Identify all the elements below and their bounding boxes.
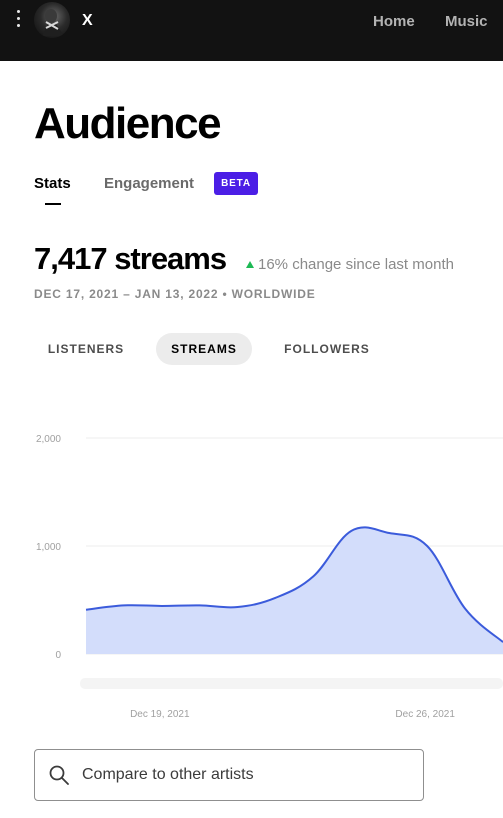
streams-chart[interactable]: 0 1,000 2,000 Dec 19, 2021 Dec 26, 2021 bbox=[0, 400, 503, 730]
y-tick-label: 2,000 bbox=[36, 434, 61, 445]
tab-stats[interactable]: Stats bbox=[34, 175, 71, 192]
nav-music-link[interactable]: Music bbox=[445, 13, 488, 30]
date-range: DEC 17, 2021 – JAN 13, 2022 • WORLDWIDE bbox=[34, 287, 316, 301]
artist-avatar[interactable] bbox=[34, 2, 70, 38]
metric-listeners-button[interactable]: LISTENERS bbox=[47, 342, 125, 356]
streams-area-fill bbox=[86, 527, 503, 654]
beta-badge: BETA bbox=[214, 172, 258, 195]
page-title: Audience bbox=[34, 99, 222, 148]
streams-total: 7,417 streams bbox=[34, 241, 227, 276]
search-icon bbox=[49, 765, 69, 785]
tab-engagement[interactable]: Engagement bbox=[104, 175, 195, 192]
y-tick-label: 0 bbox=[55, 650, 61, 661]
x-tick-label: Dec 26, 2021 bbox=[395, 709, 455, 720]
metric-followers-button[interactable]: FOLLOWERS bbox=[284, 342, 370, 356]
y-tick-label: 1,000 bbox=[36, 542, 61, 553]
artist-name[interactable]: X bbox=[82, 12, 93, 29]
compare-artists-search[interactable] bbox=[34, 749, 424, 801]
compare-artists-input[interactable] bbox=[82, 750, 412, 800]
streams-line bbox=[85, 526, 503, 643]
top-bar: X Home Music bbox=[0, 0, 503, 61]
chart-scrollbar[interactable] bbox=[80, 678, 503, 689]
trend-up-icon bbox=[246, 261, 254, 268]
x-tick-label: Dec 19, 2021 bbox=[130, 709, 190, 720]
metric-streams-button[interactable]: STREAMS bbox=[156, 333, 252, 365]
nav-home-link[interactable]: Home bbox=[373, 13, 415, 30]
more-options-icon[interactable] bbox=[12, 10, 24, 34]
change-since-last-month: 16% change since last month bbox=[258, 256, 454, 273]
active-tab-indicator bbox=[45, 203, 61, 205]
avatar-image bbox=[42, 9, 64, 36]
